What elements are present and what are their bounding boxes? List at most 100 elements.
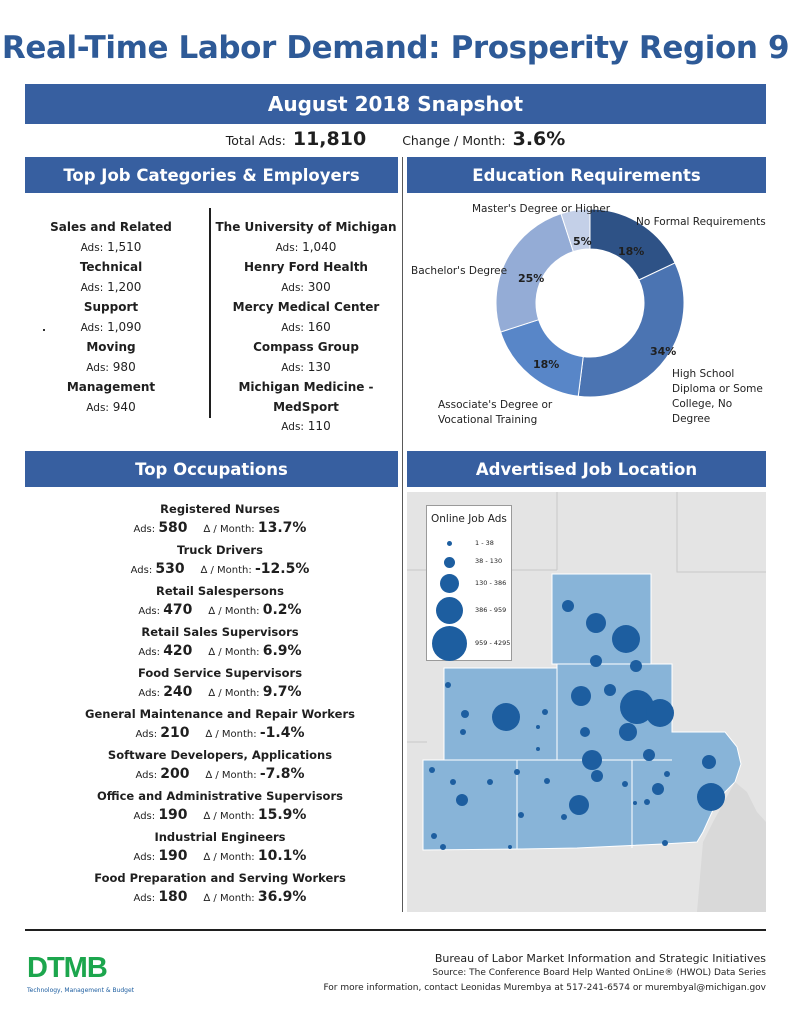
legend-row: 959 - 4295 — [427, 622, 513, 661]
map-bubble — [620, 690, 654, 724]
ads-label: Ads: — [80, 281, 104, 294]
delta-label: ∆ / Month: — [203, 524, 255, 535]
delta-label: ∆ / Month: — [203, 811, 255, 822]
legend-row: 130 - 386 — [427, 570, 513, 600]
occupation-name: Office and Administrative Supervisors — [97, 789, 343, 803]
map-bubble — [461, 710, 469, 718]
map-bubble — [456, 794, 468, 806]
dtmb-logo: DTMB Technology, Management & Budget — [25, 952, 134, 1000]
occupation-change: 15.9% — [257, 807, 307, 823]
map-bubble — [619, 723, 637, 741]
change-label: Change / Month: — [402, 133, 506, 148]
legend-row: 1 - 38 — [427, 532, 513, 562]
edu-label-bachelors: Bachelor's Degree — [411, 265, 508, 277]
footer-contact: For more information, contact Leonidas M… — [323, 983, 766, 993]
occupation-ads: 530 — [155, 561, 185, 577]
category-name: Sales and Related — [50, 220, 172, 234]
occupation-ads: 210 — [160, 725, 190, 741]
employer-name: Michigan Medicine - MedSport — [238, 380, 374, 414]
logo-letters: DTMB — [27, 952, 108, 984]
edu-pct-no-formal: 18% — [618, 245, 645, 258]
occupation-item: Registered Nurses Ads: 580 ∆ / Month: 13.… — [70, 501, 370, 542]
legend-bubble-icon — [447, 541, 452, 546]
occupation-name: Registered Nurses — [160, 502, 280, 516]
legend-bin-label: 38 - 130 — [475, 557, 503, 565]
ads-label: Ads: — [133, 893, 156, 904]
map-bubble — [561, 814, 567, 820]
employer-ads: 160 — [307, 319, 331, 334]
map-bubble — [460, 729, 466, 735]
map-bubble — [508, 845, 512, 849]
category-item: Support Ads: 1,090 — [36, 298, 186, 338]
vertical-divider — [402, 157, 403, 912]
ads-label: Ads: — [133, 524, 156, 535]
footer-rule — [25, 929, 766, 931]
ads-label: Ads: — [135, 770, 158, 781]
ads-label: Ads: — [133, 811, 156, 822]
map-bubble — [583, 760, 587, 764]
donut-slice — [560, 208, 591, 253]
occupation-item: Industrial Engineers Ads: 190 ∆ / Month: … — [70, 829, 370, 870]
occupation-item: Retail Sales Supervisors Ads: 420 ∆ / Mon… — [70, 624, 370, 665]
legend-row: 38 - 130 — [427, 550, 513, 580]
map-bubble — [445, 682, 451, 688]
category-name: Technical — [79, 260, 143, 274]
employer-ads: 130 — [307, 359, 331, 374]
occupation-change: 36.9% — [257, 889, 307, 905]
ads-label: Ads: — [80, 241, 104, 254]
occupation-change: 6.9% — [262, 643, 302, 659]
map-legend: Online Job Ads 1 - 38 38 - 130 130 - 386… — [426, 505, 512, 661]
occupation-ads: 180 — [158, 889, 188, 905]
map-bubble — [590, 655, 602, 667]
top-occupations-list: Registered Nurses Ads: 580 ∆ / Month: 13.… — [70, 501, 370, 911]
map-bubble — [544, 778, 550, 784]
ads-label: Ads: — [281, 421, 304, 433]
employer-item: Mercy Medical Center Ads: 160 — [213, 298, 399, 338]
occupation-name: General Maintenance and Repair Workers — [85, 707, 355, 721]
delta-label: ∆ / Month: — [205, 770, 257, 781]
map-bubble — [487, 779, 493, 785]
map-lake-shore — [697, 782, 766, 912]
occupation-item: Retail Salespersons Ads: 470 ∆ / Month: 0… — [70, 583, 370, 624]
occupation-ads: 190 — [158, 807, 188, 823]
snapshot-banner: August 2018 Snapshot — [25, 84, 766, 124]
map-bubble — [542, 709, 548, 715]
occupation-item: Office and Administrative Supervisors Ad… — [70, 788, 370, 829]
legend-bubble-icon — [440, 574, 459, 593]
delta-label: ∆ / Month: — [205, 729, 257, 740]
stray-dot — [43, 329, 45, 331]
employer-name: Henry Ford Health — [244, 260, 368, 274]
map-bubble — [431, 833, 437, 839]
legend-row: 386 - 959 — [427, 594, 513, 624]
delta-label: ∆ / Month: — [208, 606, 260, 617]
total-ads-label: Total Ads: — [225, 133, 286, 148]
category-item: Management Ads: 940 — [36, 378, 186, 418]
occupation-item: Software Developers, Applications Ads: 2… — [70, 747, 370, 788]
delta-label: ∆ / Month: — [203, 852, 255, 863]
page-title: Real-Time Labor Demand: Prosperity Regio… — [1, 30, 790, 66]
map-bubble — [646, 699, 674, 727]
edu-pct-high-school: 34% — [650, 345, 677, 358]
columns-divider — [209, 208, 211, 418]
category-name: Management — [66, 380, 156, 394]
map-bubble — [580, 727, 590, 737]
map-bubble — [630, 660, 642, 672]
employer-item: Michigan Medicine - MedSport Ads: 110 — [213, 378, 399, 438]
ads-label: Ads: — [86, 401, 109, 414]
legend-bubble-icon — [436, 597, 463, 624]
ads-label: Ads: — [80, 321, 104, 334]
delta-label: ∆ / Month: — [200, 565, 252, 576]
occupation-change: 0.2% — [262, 602, 302, 618]
change-value: 3.6% — [512, 128, 566, 150]
ads-label: Ads: — [281, 281, 304, 294]
section-header-occupations: Top Occupations — [25, 451, 398, 487]
legend-bin-label: 130 - 386 — [475, 579, 507, 587]
category-name: Support — [83, 300, 139, 314]
ads-label: Ads: — [281, 321, 304, 334]
category-ads: 940 — [112, 399, 136, 414]
legend-bin-label: 1 - 38 — [475, 539, 494, 547]
map-bubble — [612, 625, 640, 653]
section-header-top-jobs: Top Job Categories & Employers — [25, 157, 398, 193]
total-ads: Total Ads: 11,810 — [226, 128, 366, 150]
occupation-name: Food Service Supervisors — [137, 666, 303, 680]
